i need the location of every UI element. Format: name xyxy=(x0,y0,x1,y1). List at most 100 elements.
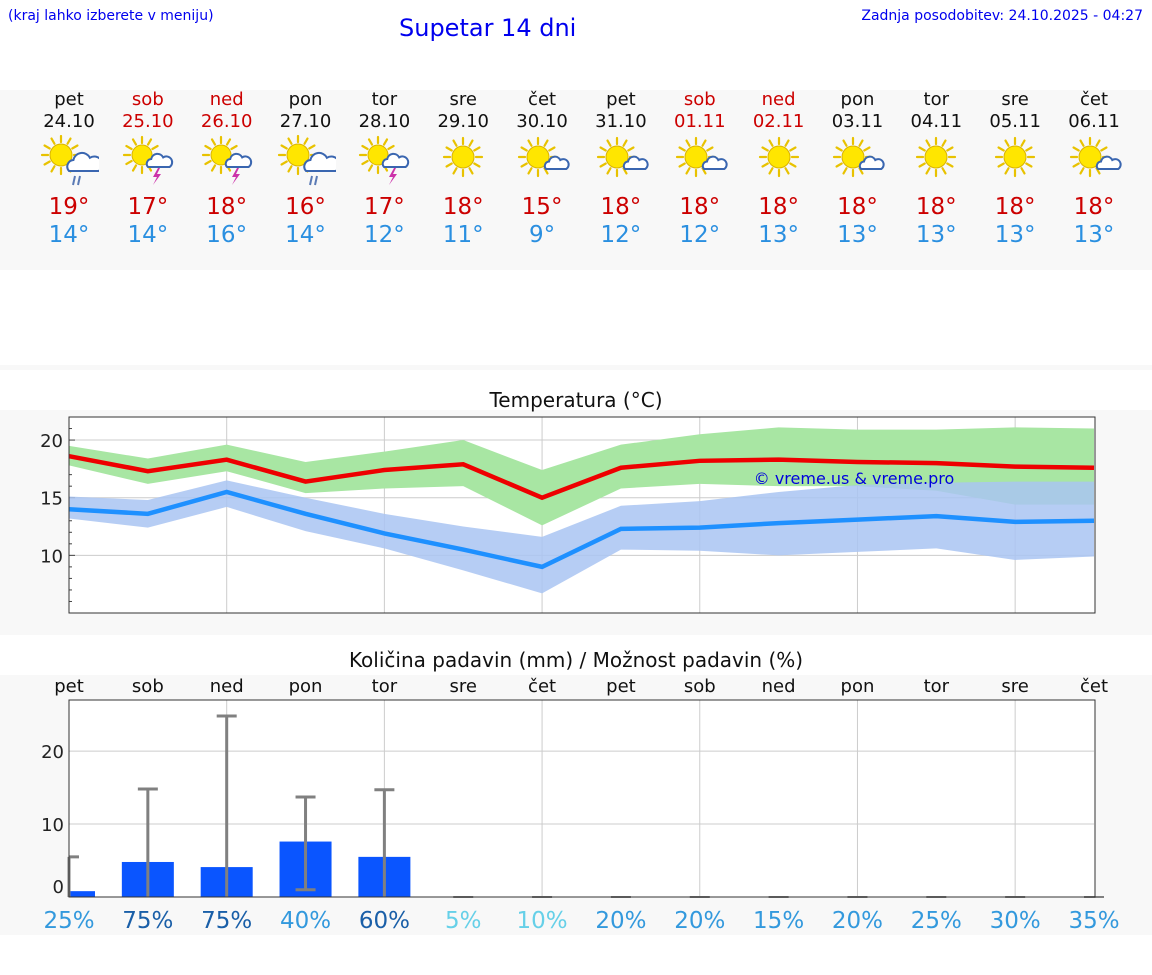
sun-cloud-storm-icon xyxy=(118,135,178,193)
day-column: sob 25.10 17° 14° xyxy=(108,88,188,249)
min-temp: 13° xyxy=(758,222,799,248)
day-date: 30.10 xyxy=(516,111,568,132)
max-temp: 18° xyxy=(206,194,248,220)
day-name: pon xyxy=(840,89,875,110)
day-date: 06.11 xyxy=(1068,111,1120,132)
day-column: čet 30.10 15° 9° xyxy=(502,88,582,249)
y-tick-label: 0 xyxy=(53,877,64,898)
precip-probability: 35% xyxy=(1068,908,1119,934)
y-tick-label: 15 xyxy=(40,489,63,510)
max-temp: 19° xyxy=(48,194,90,220)
day-column: sob 01.11 18° 12° xyxy=(660,88,740,249)
x-category-label: sob xyxy=(132,676,164,697)
min-temp-range-band xyxy=(69,480,1094,594)
max-temp: 18° xyxy=(837,194,878,220)
location-hint[interactable]: (kraj lahko izberete v meniju) xyxy=(8,8,214,24)
precip-probability: 5% xyxy=(445,908,482,934)
x-category-label: pon xyxy=(289,676,323,697)
day-date: 04.11 xyxy=(910,111,963,132)
precip-probability: 30% xyxy=(990,908,1041,934)
sun-icon xyxy=(906,135,966,193)
y-tick-label: 20 xyxy=(41,742,64,763)
sun-small-cloud-icon xyxy=(1064,135,1124,193)
precipitation-chart-title: Količina padavin (mm) / Možnost padavin … xyxy=(348,648,804,672)
day-date: 29.10 xyxy=(437,111,489,132)
precip-probability: 25% xyxy=(43,908,94,934)
x-category-label: pet xyxy=(606,676,636,697)
max-temp: 18° xyxy=(600,194,642,220)
day-column: pet 31.10 18° 12° xyxy=(581,88,661,249)
day-date: 03.11 xyxy=(831,111,884,132)
precip-probability: 40% xyxy=(280,908,331,934)
day-column: sre 29.10 18° 11° xyxy=(423,88,503,249)
day-name: pet xyxy=(606,89,636,110)
min-temp: 9° xyxy=(528,222,556,248)
precip-bar xyxy=(69,891,95,897)
day-name: sre xyxy=(449,89,477,110)
precip-probability: 75% xyxy=(201,908,252,934)
min-temp: 16° xyxy=(206,222,248,248)
min-temp: 13° xyxy=(1073,222,1115,248)
day-date: 01.11 xyxy=(674,111,726,132)
temperature-chart: 10 15 20 © vreme.us & vreme.pro xyxy=(40,416,1096,614)
day-column: ned 26.10 18° 16° xyxy=(187,88,267,249)
min-temp: 13° xyxy=(837,222,878,248)
plot-frame xyxy=(68,416,1096,614)
min-temp: 12° xyxy=(600,222,642,248)
precipitation-chart: pet sob ned pon tor sre čet pet sob ned pon tor sre č… xyxy=(41,676,1119,934)
day-column: tor 28.10 17° 12° xyxy=(344,88,424,249)
max-temp: 18° xyxy=(994,194,1036,220)
day-name: sob xyxy=(683,89,716,110)
plot-frame xyxy=(68,699,1096,898)
day-name: tor xyxy=(923,89,950,110)
sun-small-cloud-icon xyxy=(591,135,651,193)
max-temp: 17° xyxy=(127,194,169,220)
day-date: 26.10 xyxy=(200,111,253,132)
min-temp: 14° xyxy=(285,222,326,248)
x-category-label: sre xyxy=(449,676,476,697)
x-category-label: sob xyxy=(684,676,716,697)
precip-probability: 20% xyxy=(832,908,883,934)
x-category-label: pet xyxy=(54,676,84,697)
temperature-chart-title: Temperatura (°C) xyxy=(489,388,663,412)
day-column: sre 05.11 18° 13° xyxy=(975,88,1055,249)
min-temp: 12° xyxy=(363,222,405,248)
min-temp: 11° xyxy=(442,222,484,248)
day-name: tor xyxy=(371,89,398,110)
day-name: pon xyxy=(288,89,323,110)
max-temp: 18° xyxy=(442,194,484,220)
day-date: 24.10 xyxy=(43,111,95,132)
sun-icon xyxy=(749,135,809,193)
x-category-label: ned xyxy=(762,676,796,697)
y-tick-label: 10 xyxy=(40,546,63,567)
sun-icon xyxy=(433,135,493,193)
max-temp: 18° xyxy=(679,194,721,220)
day-date: 05.11 xyxy=(989,111,1041,132)
max-temp: 18° xyxy=(758,194,799,220)
sun-small-cloud-icon xyxy=(827,135,887,193)
max-temp: 16° xyxy=(285,194,326,220)
min-temp: 13° xyxy=(915,222,957,248)
precip-probability: 20% xyxy=(674,908,725,934)
max-temp: 17° xyxy=(363,194,405,220)
min-temp: 14° xyxy=(48,222,90,248)
day-date: 27.10 xyxy=(279,111,332,132)
day-column: čet 06.11 18° 13° xyxy=(1054,88,1134,249)
day-date: 02.11 xyxy=(752,111,805,132)
forecast-band xyxy=(0,90,1152,270)
day-name: sre xyxy=(1001,89,1029,110)
sun-cloud-rain-icon xyxy=(276,134,340,193)
max-temp: 18° xyxy=(915,194,957,220)
min-temp: 13° xyxy=(994,222,1036,248)
precip-probability: 10% xyxy=(517,908,568,934)
min-temp: 14° xyxy=(127,222,169,248)
y-tick-label: 10 xyxy=(41,815,64,836)
day-date: 25.10 xyxy=(122,111,174,132)
precip-probability: 25% xyxy=(911,908,962,934)
day-name: čet xyxy=(528,89,557,110)
sun-cloud-storm-icon xyxy=(354,135,414,193)
precip-probability: 20% xyxy=(595,908,646,934)
sun-icon xyxy=(985,135,1045,193)
day-name: pet xyxy=(54,89,84,110)
x-category-label: tor xyxy=(924,676,950,697)
